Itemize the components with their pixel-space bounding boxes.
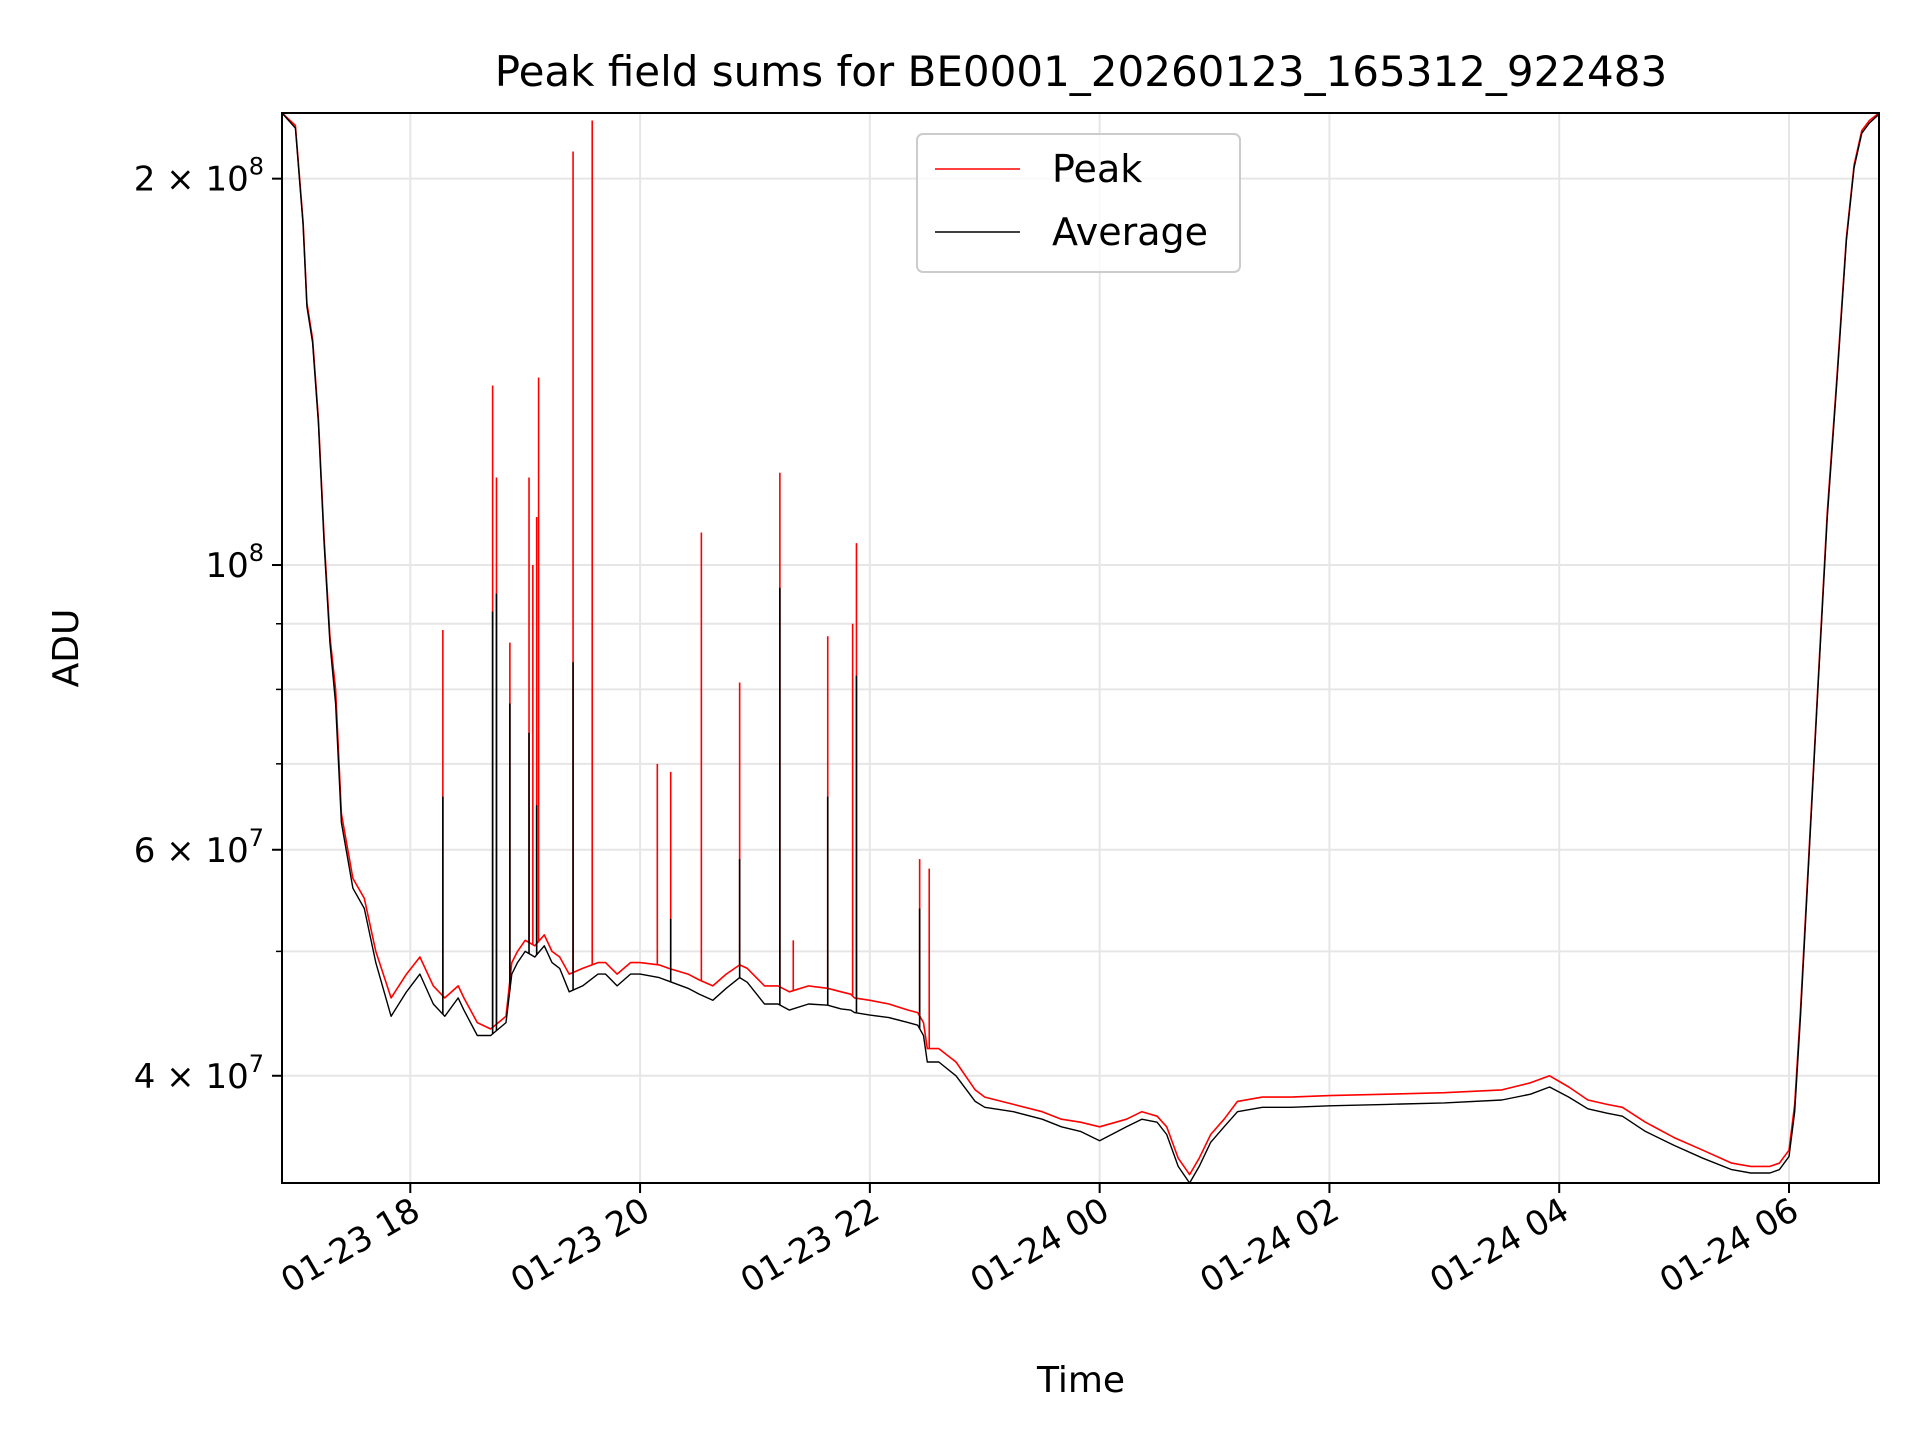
grid (282, 113, 1879, 1183)
y-tick-label: 6 × 107 (134, 824, 264, 871)
series-line-peak (281, 112, 1880, 1176)
x-tick-label: 01-23 18 (274, 1190, 426, 1301)
legend-average-label: Average (1052, 210, 1208, 254)
y-axis: 4 × 107 6 × 107 108 2 × 108 (134, 153, 282, 1097)
x-axis: 01-23 18 01-23 20 01-23 22 01-24 00 01-24 02… (274, 1183, 1806, 1301)
plot-frame (281, 112, 1880, 1184)
legend: Peak Average (916, 133, 1241, 273)
x-tick-label: 01-24 06 (1653, 1190, 1805, 1301)
legend-peak-label: Peak (1052, 147, 1142, 191)
x-tick-label: 01-23 22 (734, 1190, 886, 1301)
x-tick-label: 01-24 02 (1194, 1190, 1346, 1301)
x-tick-label: 01-24 04 (1423, 1190, 1575, 1301)
y-tick-label: 108 (205, 539, 264, 586)
series-line-average (281, 112, 1880, 1184)
y-axis-label: ADU (46, 609, 87, 688)
series-layer (281, 112, 1880, 1184)
x-axis-label: Time (1036, 1360, 1125, 1401)
x-tick-label: 01-23 20 (504, 1190, 656, 1301)
y-tick-label: 2 × 108 (134, 153, 264, 200)
chart-title: Peak field sums for BE0001_20260123_1653… (495, 47, 1667, 96)
y-tick-label: 4 × 107 (134, 1050, 264, 1097)
x-tick-label: 01-24 00 (964, 1190, 1116, 1301)
